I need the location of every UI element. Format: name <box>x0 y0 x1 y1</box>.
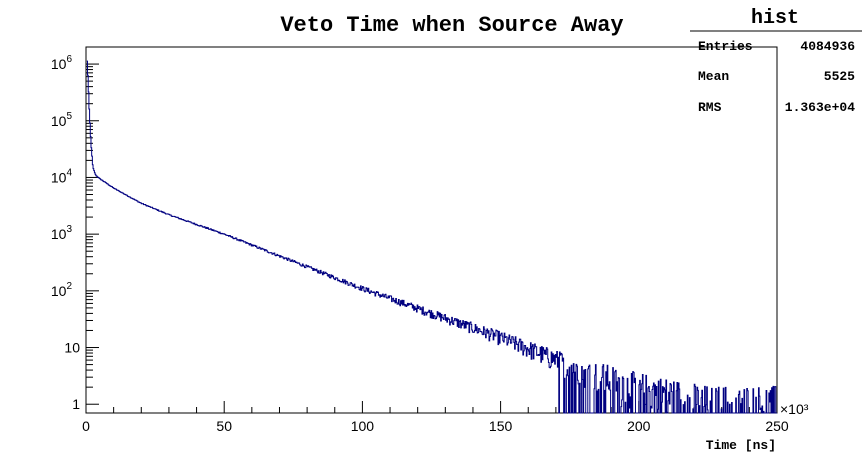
stats-mean-value: 5525 <box>824 69 855 84</box>
y-tick-label: 102 <box>51 281 73 299</box>
x-tick-label: 200 <box>627 418 651 434</box>
y-tick-label: 105 <box>51 111 73 129</box>
x-axis-multiplier: ×10³ <box>780 401 809 417</box>
x-tick-label: 0 <box>82 418 90 434</box>
y-tick-label: 10 <box>64 340 80 356</box>
stats-entries-value: 4084936 <box>800 39 855 54</box>
plot-area: 0 50 100 150 200 250 1 10 102 103 104 105 106 <box>51 46 789 434</box>
plot-frame <box>85 46 778 414</box>
stats-rms-label: RMS <box>698 100 722 115</box>
x-axis-label: Time [ns] <box>706 438 776 453</box>
stats-rms-value: 1.363e+04 <box>785 100 855 115</box>
x-tick-label: 100 <box>351 418 375 434</box>
x-tick-label: 50 <box>216 418 232 434</box>
chart-title: Veto Time when Source Away <box>280 13 623 38</box>
y-tick-label: 106 <box>51 54 73 72</box>
stats-box: hist Entries 4084936 Mean 5525 RMS 1.363… <box>690 7 862 123</box>
y-tick-label: 104 <box>51 167 73 185</box>
y-tick-label: 1 <box>72 396 80 412</box>
x-tick-label: 150 <box>489 418 513 434</box>
stats-mean-label: Mean <box>698 69 729 84</box>
x-tick-label: 250 <box>765 418 789 434</box>
y-tick-label: 103 <box>51 224 73 242</box>
histogram-series-line <box>86 60 777 414</box>
stats-box-title: hist <box>751 7 799 30</box>
